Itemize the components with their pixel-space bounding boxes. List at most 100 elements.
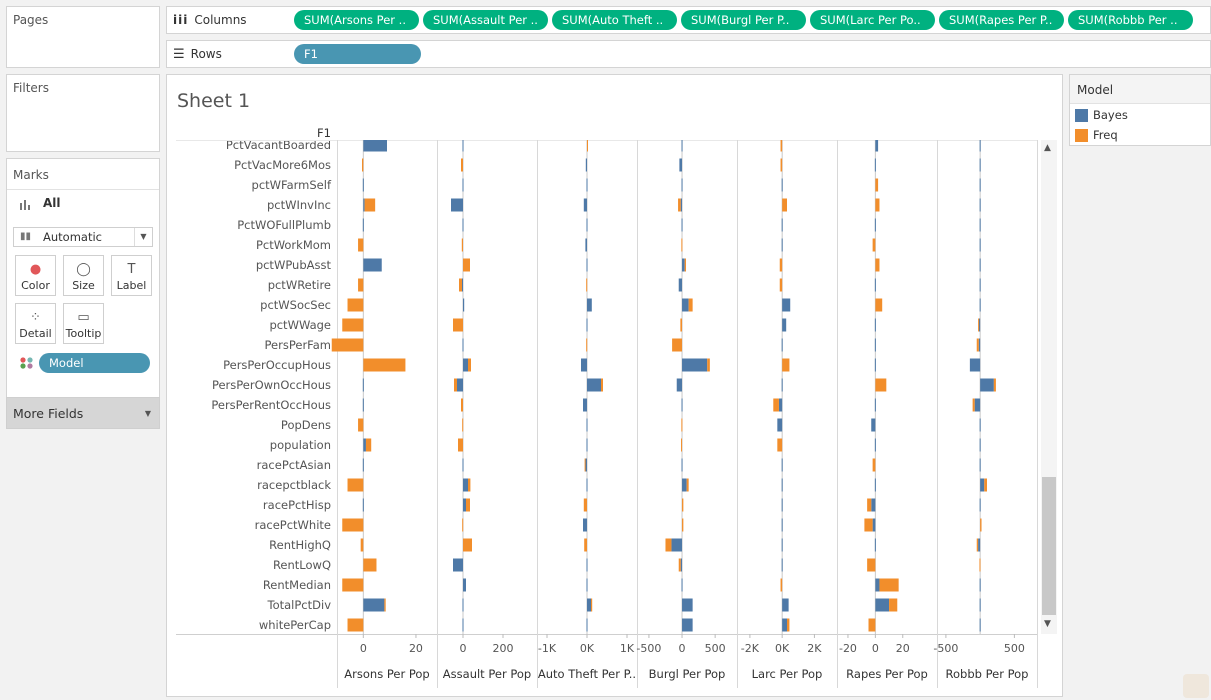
- bar-bayes: [979, 598, 981, 612]
- bar-freq: [864, 518, 873, 532]
- size-icon: ◯: [76, 262, 91, 277]
- bar-bayes: [979, 218, 981, 232]
- marks-all-row[interactable]: All: [17, 195, 147, 213]
- bar-bayes: [871, 418, 876, 432]
- bar-bayes: [680, 558, 683, 572]
- bar-freq: [707, 358, 710, 372]
- bar-bayes: [979, 498, 981, 512]
- rows-pill-f1[interactable]: F1: [294, 44, 421, 64]
- panel-title: Auto Theft Per P..: [538, 667, 636, 681]
- bar-bayes: [874, 278, 876, 292]
- bar-freq: [331, 338, 364, 352]
- bar-freq: [584, 458, 586, 472]
- bar-bayes: [463, 298, 465, 312]
- bar-bayes: [680, 198, 683, 212]
- mark-type-dropdown[interactable]: ▮▮ Automatic ▼: [13, 227, 153, 247]
- bar-bayes: [778, 398, 783, 412]
- bar-freq: [879, 578, 899, 592]
- bar-freq: [780, 158, 783, 172]
- legend-title: Model: [1077, 83, 1114, 97]
- scrollbar-thumb[interactable]: [1042, 477, 1056, 615]
- bar-freq: [363, 358, 406, 372]
- rows-icon: ☰: [173, 46, 185, 62]
- bar-bayes: [453, 558, 463, 572]
- column-pill[interactable]: SUM(Robbb Per ..: [1068, 10, 1193, 30]
- bar-bayes: [781, 458, 783, 472]
- bar-bayes: [363, 140, 387, 152]
- bar-bayes: [586, 218, 588, 232]
- bar-bayes: [969, 358, 981, 372]
- rows-label: Rows: [190, 47, 222, 61]
- row-label: racePctAsian: [257, 458, 331, 472]
- bar-freq: [681, 438, 683, 452]
- column-pill[interactable]: SUM(Assault Per ..: [423, 10, 548, 30]
- bar-freq: [468, 358, 471, 372]
- row-label: PersPerFam: [265, 338, 331, 352]
- bar-freq: [779, 278, 783, 292]
- column-pill[interactable]: SUM(Burgl Per P..: [681, 10, 806, 30]
- bar-freq: [782, 358, 790, 372]
- bar-bayes: [463, 578, 466, 592]
- legend-header: Model: [1070, 75, 1210, 104]
- bar-bayes: [782, 618, 787, 632]
- more-fields-bar[interactable]: More Fields ▼: [6, 397, 160, 429]
- bar-freq: [462, 518, 464, 532]
- color-field-pill[interactable]: Model: [39, 353, 150, 373]
- bar-freq: [347, 478, 364, 492]
- vertical-scrollbar[interactable]: ▲ ▼: [1041, 140, 1057, 634]
- bar-bayes: [979, 140, 981, 152]
- bar-bayes: [586, 578, 588, 592]
- bar-freq: [459, 278, 462, 292]
- bar-bayes: [585, 238, 587, 252]
- row-label: PersPerOwnOccHous: [212, 378, 331, 392]
- bar-bayes: [681, 458, 683, 472]
- marks-color-button[interactable]: ● Color: [15, 255, 56, 296]
- row-label: racePctHisp: [263, 498, 331, 512]
- color-field-row[interactable]: Model: [19, 353, 155, 373]
- column-pill[interactable]: SUM(Auto Theft ..: [552, 10, 677, 30]
- bar-freq: [782, 198, 787, 212]
- bar-bayes: [781, 518, 783, 532]
- tick-label: 0: [460, 642, 467, 655]
- marks-tooltip-button[interactable]: ▭ Tooltip: [63, 303, 104, 344]
- marks-button-label: Detail: [19, 327, 52, 340]
- bar-freq: [875, 178, 879, 192]
- marks-detail-button[interactable]: ⁘ Detail: [15, 303, 56, 344]
- bar-bayes: [586, 618, 588, 632]
- column-pill[interactable]: SUM(Rapes Per P..: [939, 10, 1064, 30]
- columns-shelf-header: iii Columns: [173, 7, 247, 33]
- bar-bayes: [979, 618, 981, 632]
- bar-bayes: [979, 438, 981, 452]
- row-label: PctWOFullPlumb: [237, 218, 331, 232]
- bar-bayes: [363, 598, 385, 612]
- bar-bayes: [781, 538, 783, 552]
- bar-bayes: [457, 378, 463, 392]
- column-pill[interactable]: SUM(Arsons Per ..: [294, 10, 419, 30]
- row-label: RentHighQ: [269, 538, 331, 552]
- row-label: PctVacMore6Mos: [234, 158, 331, 172]
- bar-freq: [686, 478, 689, 492]
- filters-card: Filters: [6, 74, 160, 152]
- marks-label-button[interactable]: T Label: [111, 255, 152, 296]
- bar-freq: [787, 618, 790, 632]
- scroll-down-icon[interactable]: ▼: [1044, 619, 1051, 629]
- legend-item[interactable]: Freq: [1075, 128, 1205, 144]
- row-label: PersPerOccupHous: [223, 358, 331, 372]
- bar-bayes: [979, 238, 981, 252]
- tick-label: 20: [896, 642, 910, 655]
- bar-freq: [868, 618, 876, 632]
- bar-freq: [466, 498, 470, 512]
- view-area: Sheet 1: [166, 74, 1063, 697]
- bar-bayes: [979, 198, 981, 212]
- row-label: pctWWage: [269, 318, 331, 332]
- bar-bayes: [585, 158, 587, 172]
- scroll-up-icon[interactable]: ▲: [1044, 143, 1051, 153]
- bar-bayes: [462, 278, 463, 292]
- bar-bayes: [362, 398, 364, 412]
- bar-freq: [780, 140, 783, 152]
- marks-size-button[interactable]: ◯ Size: [63, 255, 104, 296]
- legend-item[interactable]: Bayes: [1075, 108, 1205, 124]
- bar-freq: [358, 238, 364, 252]
- column-pill[interactable]: SUM(Larc Per Po..: [810, 10, 935, 30]
- bar-bayes: [974, 398, 981, 412]
